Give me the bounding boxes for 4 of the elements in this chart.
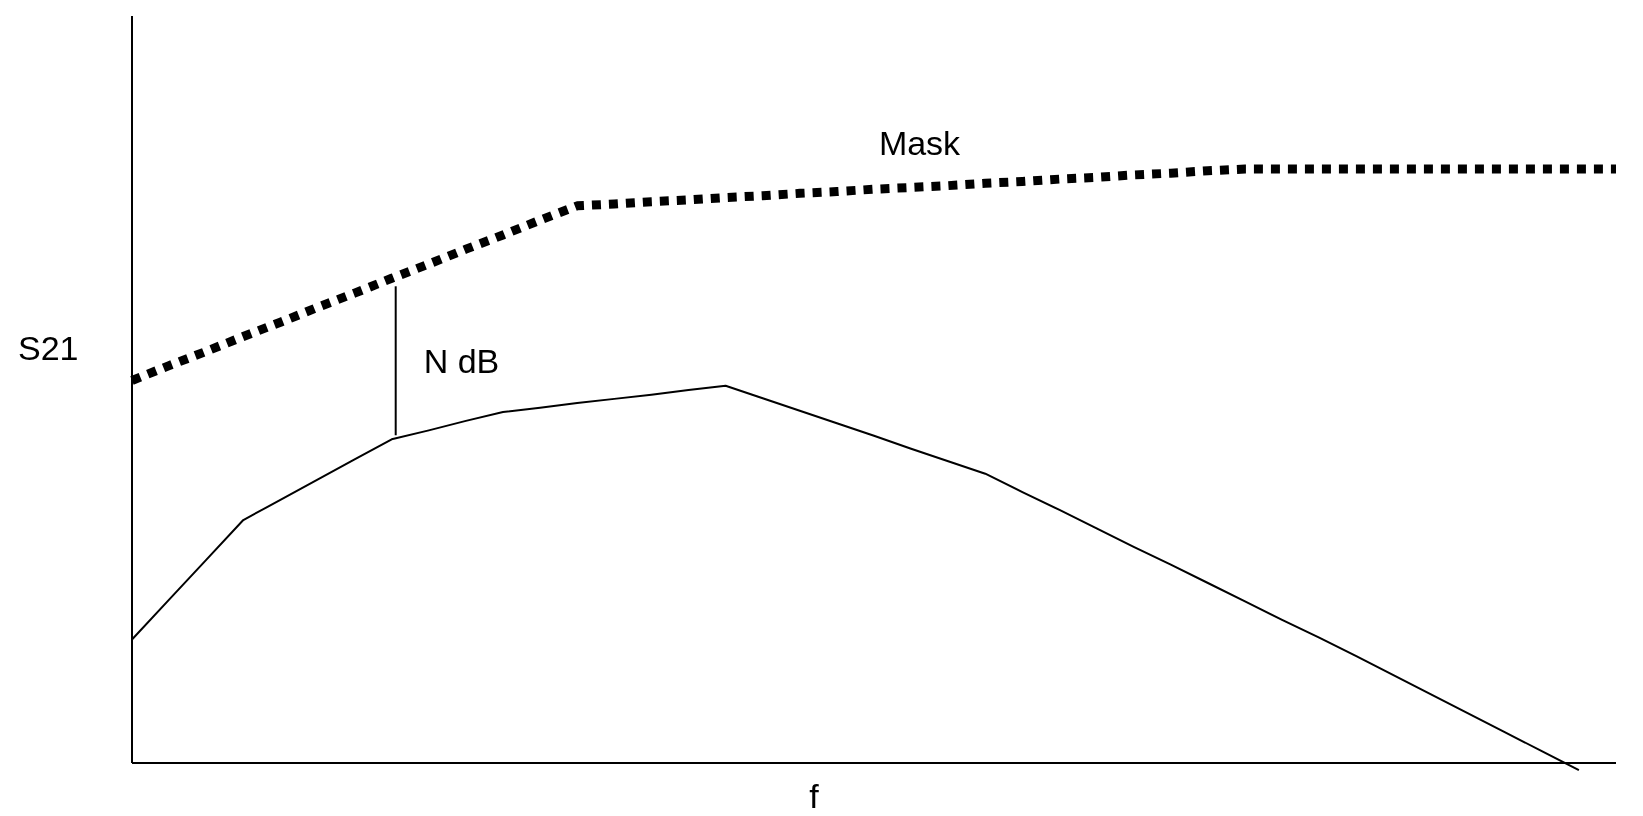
- x-axis-title: f: [809, 777, 820, 815]
- y-axis-title: S21: [18, 329, 79, 367]
- series-label: Mask: [878, 124, 962, 163]
- annotation: N dB: [423, 341, 500, 380]
